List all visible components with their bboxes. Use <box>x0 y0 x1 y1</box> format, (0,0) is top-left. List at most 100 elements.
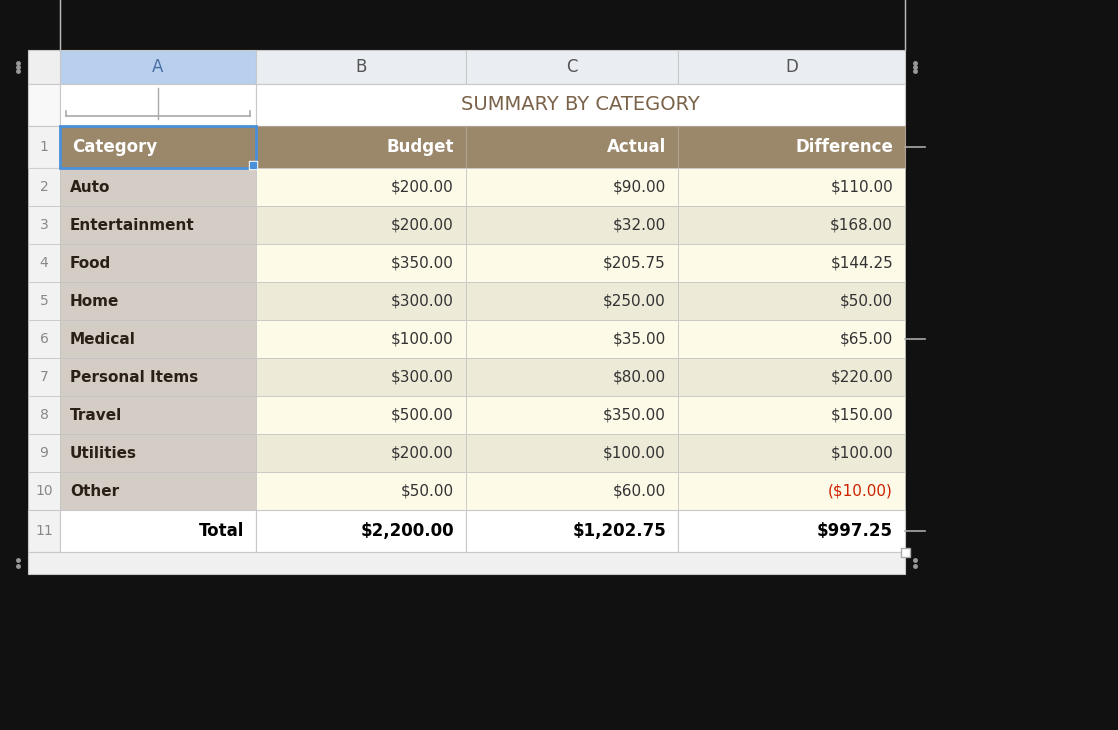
Text: A: A <box>152 58 163 76</box>
Bar <box>28 358 60 396</box>
Text: Personal Items: Personal Items <box>70 369 198 385</box>
Bar <box>466 168 678 206</box>
Bar <box>28 168 60 206</box>
Text: $110.00: $110.00 <box>831 180 893 194</box>
Text: B: B <box>356 58 367 76</box>
Text: 11: 11 <box>35 524 53 538</box>
Text: $200.00: $200.00 <box>391 445 454 461</box>
Bar <box>466 358 678 396</box>
Text: Auto: Auto <box>70 180 111 194</box>
Bar <box>256 434 466 472</box>
Bar <box>256 84 904 126</box>
Bar <box>28 434 60 472</box>
Text: SUMMARY BY CATEGORY: SUMMARY BY CATEGORY <box>461 96 700 115</box>
Bar <box>678 510 904 552</box>
Text: $90.00: $90.00 <box>613 180 666 194</box>
Bar <box>678 282 904 320</box>
Bar <box>28 244 60 282</box>
Bar <box>28 50 60 84</box>
Bar <box>28 396 60 434</box>
Bar <box>466 282 678 320</box>
Text: 5: 5 <box>39 294 48 308</box>
Bar <box>466 126 678 168</box>
Text: $205.75: $205.75 <box>604 255 666 271</box>
Bar <box>466 244 678 282</box>
Bar <box>466 396 678 434</box>
Text: Total: Total <box>199 522 244 540</box>
Bar <box>28 282 60 320</box>
Text: 8: 8 <box>39 408 48 422</box>
Bar <box>900 548 910 556</box>
Bar <box>256 126 466 168</box>
Text: Medical: Medical <box>70 331 136 347</box>
Text: $100.00: $100.00 <box>391 331 454 347</box>
Bar <box>678 472 904 510</box>
Text: $32.00: $32.00 <box>613 218 666 232</box>
Text: $1,202.75: $1,202.75 <box>572 522 666 540</box>
Text: Category: Category <box>72 138 158 156</box>
Bar <box>256 206 466 244</box>
Bar <box>678 358 904 396</box>
Bar <box>60 84 256 126</box>
Text: Entertainment: Entertainment <box>70 218 195 232</box>
Bar <box>678 396 904 434</box>
Bar <box>256 50 466 84</box>
Bar <box>60 320 256 358</box>
Bar <box>28 84 60 126</box>
Text: Other: Other <box>70 483 120 499</box>
Text: $500.00: $500.00 <box>391 407 454 423</box>
Bar <box>256 244 466 282</box>
Text: 10: 10 <box>35 484 53 498</box>
Text: $100.00: $100.00 <box>604 445 666 461</box>
Bar <box>678 434 904 472</box>
Bar <box>60 282 256 320</box>
Text: 9: 9 <box>39 446 48 460</box>
Text: $2,200.00: $2,200.00 <box>360 522 454 540</box>
Bar <box>28 472 60 510</box>
Text: 4: 4 <box>39 256 48 270</box>
Bar <box>28 510 60 552</box>
Text: $350.00: $350.00 <box>603 407 666 423</box>
Text: $150.00: $150.00 <box>831 407 893 423</box>
Bar <box>60 510 256 552</box>
Text: $100.00: $100.00 <box>831 445 893 461</box>
Text: 1: 1 <box>39 140 48 154</box>
Text: Budget: Budget <box>387 138 454 156</box>
Bar <box>28 320 60 358</box>
Text: $80.00: $80.00 <box>613 369 666 385</box>
Bar <box>466 50 678 84</box>
Text: $200.00: $200.00 <box>391 180 454 194</box>
Bar <box>678 320 904 358</box>
Text: $35.00: $35.00 <box>613 331 666 347</box>
Bar <box>256 168 466 206</box>
Text: 3: 3 <box>39 218 48 232</box>
Text: $168.00: $168.00 <box>831 218 893 232</box>
Text: Travel: Travel <box>70 407 122 423</box>
Bar <box>60 358 256 396</box>
Bar <box>466 206 678 244</box>
Bar <box>60 126 256 168</box>
Bar <box>60 396 256 434</box>
Text: $200.00: $200.00 <box>391 218 454 232</box>
Text: $250.00: $250.00 <box>604 293 666 309</box>
Bar <box>60 50 256 84</box>
Bar <box>678 126 904 168</box>
Text: Actual: Actual <box>607 138 666 156</box>
Bar <box>256 358 466 396</box>
Text: $300.00: $300.00 <box>391 369 454 385</box>
Bar <box>60 244 256 282</box>
Text: $997.25: $997.25 <box>817 522 893 540</box>
Text: $65.00: $65.00 <box>840 331 893 347</box>
Text: Food: Food <box>70 255 112 271</box>
Bar <box>678 244 904 282</box>
Bar <box>256 320 466 358</box>
Text: ($10.00): ($10.00) <box>828 483 893 499</box>
Text: D: D <box>785 58 798 76</box>
Bar <box>678 168 904 206</box>
Bar <box>60 168 256 206</box>
Text: 2: 2 <box>39 180 48 194</box>
Text: $350.00: $350.00 <box>391 255 454 271</box>
Text: $50.00: $50.00 <box>401 483 454 499</box>
Bar <box>678 50 904 84</box>
Bar <box>60 126 256 168</box>
